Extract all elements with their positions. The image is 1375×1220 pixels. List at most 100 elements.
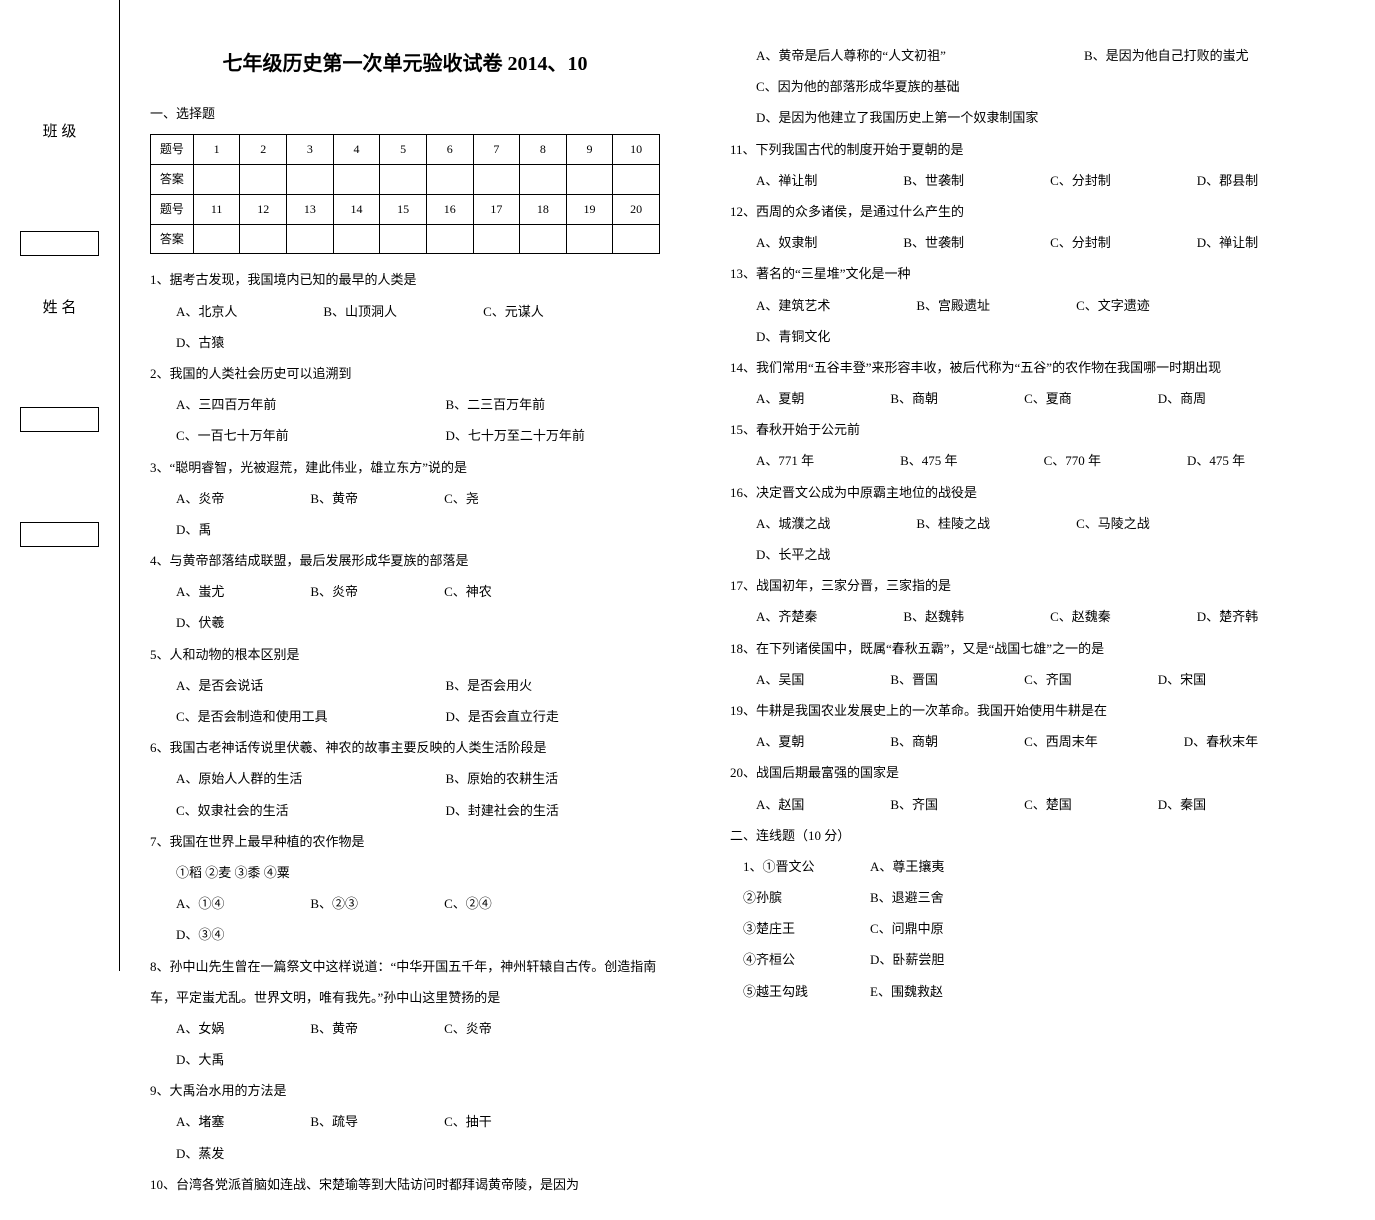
option[interactable]: B、齐国 bbox=[864, 789, 938, 820]
name-label: 姓 名 bbox=[20, 296, 99, 317]
question-options: A、堵塞 B、疏导 C、抽干 D、蒸发 bbox=[150, 1106, 660, 1168]
class-box[interactable] bbox=[20, 231, 99, 256]
option[interactable]: A、蚩尤 bbox=[150, 576, 224, 607]
match-right: C、问鼎中原 bbox=[870, 913, 1070, 944]
option[interactable]: C、因为他的部落形成华夏族的基础 bbox=[730, 71, 1330, 102]
option[interactable]: A、齐楚秦 bbox=[730, 601, 817, 632]
section-1-head: 一、选择题 bbox=[150, 98, 660, 129]
match-left: ②孙膑 bbox=[730, 882, 870, 913]
question-options: A、建筑艺术 B、宫殿遗址 C、文字遗迹 D、青铜文化 bbox=[730, 290, 1330, 352]
option[interactable]: A、夏朝 bbox=[730, 726, 804, 757]
option[interactable]: B、②③ bbox=[284, 888, 358, 919]
question-stem: 14、我们常用“五谷丰登”来形容丰收，被后代称为“五谷”的农作物在我国哪一时期出… bbox=[730, 352, 1330, 383]
option[interactable]: C、分封制 bbox=[1024, 165, 1111, 196]
option[interactable]: D、是因为他建立了我国历史上第一个奴隶制国家 bbox=[730, 102, 1330, 133]
question-stem: 3、“聪明睿智，光被遐荒，建此伟业，雄立东方”说的是 bbox=[150, 452, 660, 483]
option[interactable]: A、奴隶制 bbox=[730, 227, 817, 258]
option[interactable]: B、桂陵之战 bbox=[890, 508, 990, 539]
question-stem: 7、我国在世界上最早种植的农作物是 bbox=[150, 826, 660, 857]
option[interactable]: B、世袭制 bbox=[877, 227, 964, 258]
section-2-head: 二、连线题（10 分） bbox=[730, 820, 1330, 851]
option[interactable]: D、春秋末年 bbox=[1158, 726, 1258, 757]
option[interactable]: A、堵塞 bbox=[150, 1106, 224, 1137]
option[interactable]: B、世袭制 bbox=[877, 165, 964, 196]
option[interactable]: C、神农 bbox=[418, 576, 492, 607]
question-stem: 1、据考古发现，我国境内已知的最早的人类是 bbox=[150, 264, 660, 295]
question-stem: 16、决定晋文公成为中原霸主地位的战役是 bbox=[730, 477, 1330, 508]
option[interactable]: D、长平之战 bbox=[730, 539, 830, 570]
option[interactable]: B、黄帝 bbox=[284, 1013, 358, 1044]
option[interactable]: D、伏羲 bbox=[150, 607, 224, 638]
option[interactable]: A、771 年 bbox=[730, 445, 814, 476]
option[interactable]: A、北京人 bbox=[150, 296, 237, 327]
option[interactable]: C、元谋人 bbox=[457, 296, 544, 327]
option[interactable]: B、炎帝 bbox=[284, 576, 358, 607]
question-options: A、①④ B、②③ C、②④ D、③④ bbox=[150, 888, 660, 950]
option[interactable]: C、楚国 bbox=[998, 789, 1072, 820]
option[interactable]: A、女娲 bbox=[150, 1013, 224, 1044]
option[interactable]: C、分封制 bbox=[1024, 227, 1111, 258]
option[interactable]: B、疏导 bbox=[284, 1106, 358, 1137]
option[interactable]: D、宋国 bbox=[1132, 664, 1206, 695]
option[interactable]: A、①④ bbox=[150, 888, 224, 919]
option[interactable]: C、西周末年 bbox=[998, 726, 1098, 757]
option[interactable]: A、建筑艺术 bbox=[730, 290, 830, 321]
option[interactable]: D、大禹 bbox=[150, 1044, 224, 1075]
option[interactable]: D、楚齐韩 bbox=[1171, 601, 1258, 632]
option[interactable]: A、夏朝 bbox=[730, 383, 804, 414]
option[interactable]: B、宫殿遗址 bbox=[890, 290, 990, 321]
match-right: E、围魏救赵 bbox=[870, 976, 1070, 1007]
option[interactable]: D、475 年 bbox=[1161, 445, 1245, 476]
option[interactable]: B、山顶洞人 bbox=[297, 296, 397, 327]
match-left: ③楚庄王 bbox=[730, 913, 870, 944]
question-stem: 20、战国后期最富强的国家是 bbox=[730, 757, 1330, 788]
extra-box[interactable] bbox=[20, 522, 99, 547]
option[interactable]: D、蒸发 bbox=[150, 1138, 224, 1169]
option[interactable]: C、齐国 bbox=[998, 664, 1072, 695]
option[interactable]: C、抽干 bbox=[418, 1106, 492, 1137]
question-options: A、蚩尤 B、炎帝 C、神农 D、伏羲 bbox=[150, 576, 660, 638]
option[interactable]: C、②④ bbox=[418, 888, 492, 919]
option[interactable]: A、禅让制 bbox=[730, 165, 817, 196]
question-stem: 11、下列我国古代的制度开始于夏朝的是 bbox=[730, 134, 1330, 165]
option[interactable]: D、郡县制 bbox=[1171, 165, 1258, 196]
option[interactable]: A、城濮之战 bbox=[730, 508, 830, 539]
question-options: A、女娲 B、黄帝 C、炎帝 D、大禹 bbox=[150, 1013, 660, 1075]
option[interactable]: C、赵魏秦 bbox=[1024, 601, 1111, 632]
option[interactable]: D、商周 bbox=[1132, 383, 1206, 414]
binding-column: 班 级 姓 名 bbox=[0, 0, 120, 971]
option[interactable]: B、商朝 bbox=[864, 383, 938, 414]
left-page: 七年级历史第一次单元验收试卷 2014、10 一、选择题 题号 12345678… bbox=[120, 0, 690, 1220]
option[interactable]: A、黄帝是后人尊称的“人文初祖” bbox=[730, 40, 1018, 71]
option[interactable]: D、③④ bbox=[150, 919, 224, 950]
option[interactable]: B、赵魏韩 bbox=[877, 601, 964, 632]
question-options: A、奴隶制 B、世袭制 C、分封制 D、禅让制 bbox=[730, 227, 1330, 258]
option[interactable]: D、古猿 bbox=[150, 327, 224, 358]
question-options: A、夏朝 B、商朝 C、夏商 D、商周 bbox=[730, 383, 1330, 414]
option[interactable]: C、770 年 bbox=[1018, 445, 1101, 476]
option[interactable]: B、商朝 bbox=[864, 726, 938, 757]
question-stem: 2、我国的人类社会历史可以追溯到 bbox=[150, 358, 660, 389]
option[interactable]: C、马陵之战 bbox=[1050, 508, 1150, 539]
option[interactable]: C、炎帝 bbox=[418, 1013, 492, 1044]
question-options: C、奴隶社会的生活D、封建社会的生活 bbox=[150, 795, 660, 826]
option[interactable]: B、晋国 bbox=[864, 664, 938, 695]
grid-row-qnum1: 题号 12345678910 bbox=[151, 135, 660, 165]
option[interactable]: D、禹 bbox=[150, 514, 211, 545]
option[interactable]: B、黄帝 bbox=[284, 483, 358, 514]
question-stem: 9、大禹治水用的方法是 bbox=[150, 1075, 660, 1106]
option[interactable]: C、夏商 bbox=[998, 383, 1072, 414]
option[interactable]: D、秦国 bbox=[1132, 789, 1206, 820]
option[interactable]: A、炎帝 bbox=[150, 483, 224, 514]
q10-options: A、黄帝是后人尊称的“人文初祖” B、是因为他自己打败的蚩尤C、因为他的部落形成华… bbox=[730, 40, 1330, 134]
option[interactable]: B、是因为他自己打败的蚩尤 bbox=[1058, 40, 1249, 71]
name-box[interactable] bbox=[20, 407, 99, 432]
option[interactable]: A、赵国 bbox=[730, 789, 804, 820]
option[interactable]: B、475 年 bbox=[874, 445, 957, 476]
option[interactable]: C、文字遗迹 bbox=[1050, 290, 1150, 321]
option[interactable]: A、吴国 bbox=[730, 664, 804, 695]
grid-label-q: 题号 bbox=[151, 135, 194, 165]
option[interactable]: C、尧 bbox=[418, 483, 479, 514]
option[interactable]: D、禅让制 bbox=[1171, 227, 1258, 258]
option[interactable]: D、青铜文化 bbox=[730, 321, 830, 352]
